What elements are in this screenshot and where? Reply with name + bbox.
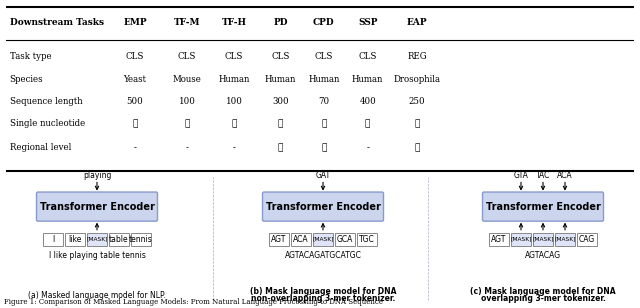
- Text: ✓: ✓: [365, 119, 371, 128]
- Text: ✓: ✓: [415, 119, 420, 128]
- Text: ✓: ✓: [184, 119, 189, 128]
- Text: Downstream Tasks: Downstream Tasks: [10, 18, 104, 27]
- Text: Single nucleotide: Single nucleotide: [10, 119, 84, 128]
- Text: ✓: ✓: [278, 143, 283, 152]
- Text: table: table: [109, 235, 129, 244]
- Text: AGTACAG: AGTACAG: [525, 251, 561, 260]
- Text: [MASK]: [MASK]: [554, 237, 576, 242]
- Text: ✓: ✓: [232, 119, 237, 128]
- Text: Sequence length: Sequence length: [10, 97, 82, 106]
- FancyBboxPatch shape: [291, 233, 311, 246]
- Text: (c) Mask language model for DNA: (c) Mask language model for DNA: [470, 287, 616, 296]
- Text: AGT: AGT: [271, 235, 287, 244]
- FancyBboxPatch shape: [87, 233, 107, 246]
- Text: 500: 500: [127, 97, 143, 106]
- Text: -: -: [232, 143, 236, 152]
- Text: CLS: CLS: [358, 52, 377, 61]
- Text: [MASK]: [MASK]: [312, 237, 333, 242]
- Text: CPD: CPD: [313, 18, 335, 27]
- Text: I like playing table tennis: I like playing table tennis: [49, 251, 145, 260]
- Text: Transformer Encoder: Transformer Encoder: [486, 202, 600, 212]
- Text: ✓: ✓: [415, 143, 420, 152]
- FancyBboxPatch shape: [109, 233, 129, 246]
- Text: 100: 100: [179, 97, 195, 106]
- FancyBboxPatch shape: [511, 233, 531, 246]
- Text: overlapping 3-mer tokenizer.: overlapping 3-mer tokenizer.: [481, 294, 605, 303]
- Text: CLS: CLS: [178, 52, 196, 61]
- Text: 300: 300: [272, 97, 289, 106]
- Text: 100: 100: [226, 97, 243, 106]
- Text: [MASK]: [MASK]: [86, 237, 108, 242]
- Text: [MASK]: [MASK]: [532, 237, 554, 242]
- Text: Human: Human: [218, 75, 250, 84]
- Text: ✓: ✓: [321, 119, 326, 128]
- Text: Species: Species: [10, 75, 43, 84]
- Text: Figure 1: Comparison of Masked Language Models: From Natural Language Processing: Figure 1: Comparison of Masked Language …: [4, 298, 383, 306]
- Text: TF-M: TF-M: [174, 18, 200, 27]
- FancyBboxPatch shape: [43, 233, 63, 246]
- Text: Mouse: Mouse: [173, 75, 202, 84]
- FancyBboxPatch shape: [577, 233, 597, 246]
- Text: Transformer Encoder: Transformer Encoder: [266, 202, 380, 212]
- Text: ✓: ✓: [132, 119, 138, 128]
- Text: AGT: AGT: [492, 235, 507, 244]
- FancyBboxPatch shape: [36, 192, 157, 221]
- Text: Human: Human: [352, 75, 383, 84]
- FancyBboxPatch shape: [483, 192, 604, 221]
- Text: tennis: tennis: [129, 235, 153, 244]
- Text: EMP: EMP: [123, 18, 147, 27]
- Text: AGTACAGATGCATGC: AGTACAGATGCATGC: [285, 251, 362, 260]
- Text: -: -: [186, 143, 188, 152]
- Text: PD: PD: [273, 18, 288, 27]
- Text: CAG: CAG: [579, 235, 595, 244]
- FancyBboxPatch shape: [357, 233, 377, 246]
- Text: ACA: ACA: [293, 235, 309, 244]
- FancyBboxPatch shape: [335, 233, 355, 246]
- Text: ACA: ACA: [557, 171, 573, 180]
- Text: like: like: [68, 235, 82, 244]
- Text: Yeast: Yeast: [124, 75, 147, 84]
- Text: non-overlapping 3-mer tokenizer.: non-overlapping 3-mer tokenizer.: [251, 294, 395, 303]
- Text: CLS: CLS: [315, 52, 333, 61]
- Text: EAP: EAP: [407, 18, 428, 27]
- Text: CLS: CLS: [126, 52, 144, 61]
- Text: -: -: [366, 143, 369, 152]
- Text: -: -: [134, 143, 136, 152]
- FancyBboxPatch shape: [555, 233, 575, 246]
- Text: (b) Mask language model for DNA: (b) Mask language model for DNA: [250, 287, 396, 296]
- Text: TAC: TAC: [536, 171, 550, 180]
- Text: playing: playing: [83, 171, 111, 180]
- FancyBboxPatch shape: [269, 233, 289, 246]
- Text: ✓: ✓: [278, 119, 283, 128]
- Text: ✓: ✓: [321, 143, 326, 152]
- FancyBboxPatch shape: [533, 233, 553, 246]
- Text: [MASK]: [MASK]: [510, 237, 532, 242]
- Text: Transformer Encoder: Transformer Encoder: [40, 202, 154, 212]
- Text: 70: 70: [318, 97, 330, 106]
- FancyBboxPatch shape: [65, 233, 85, 246]
- FancyBboxPatch shape: [313, 233, 333, 246]
- Text: Drosophila: Drosophila: [394, 75, 441, 84]
- Text: Human: Human: [265, 75, 296, 84]
- Text: 250: 250: [409, 97, 426, 106]
- Text: TGC: TGC: [359, 235, 375, 244]
- Text: GCA: GCA: [337, 235, 353, 244]
- Text: CLS: CLS: [271, 52, 290, 61]
- Text: 400: 400: [359, 97, 376, 106]
- Text: CLS: CLS: [225, 52, 243, 61]
- Text: Human: Human: [308, 75, 339, 84]
- Text: SSP: SSP: [358, 18, 378, 27]
- FancyBboxPatch shape: [262, 192, 383, 221]
- Text: GAT: GAT: [316, 171, 331, 180]
- Text: Regional level: Regional level: [10, 143, 71, 152]
- FancyBboxPatch shape: [489, 233, 509, 246]
- Text: I: I: [52, 235, 54, 244]
- Text: (a) Masked language model for NLP.: (a) Masked language model for NLP.: [28, 291, 166, 300]
- Text: GTA: GTA: [513, 171, 529, 180]
- FancyBboxPatch shape: [131, 233, 151, 246]
- Text: REG: REG: [408, 52, 427, 61]
- Text: TF-H: TF-H: [221, 18, 246, 27]
- Text: Task type: Task type: [10, 52, 51, 61]
